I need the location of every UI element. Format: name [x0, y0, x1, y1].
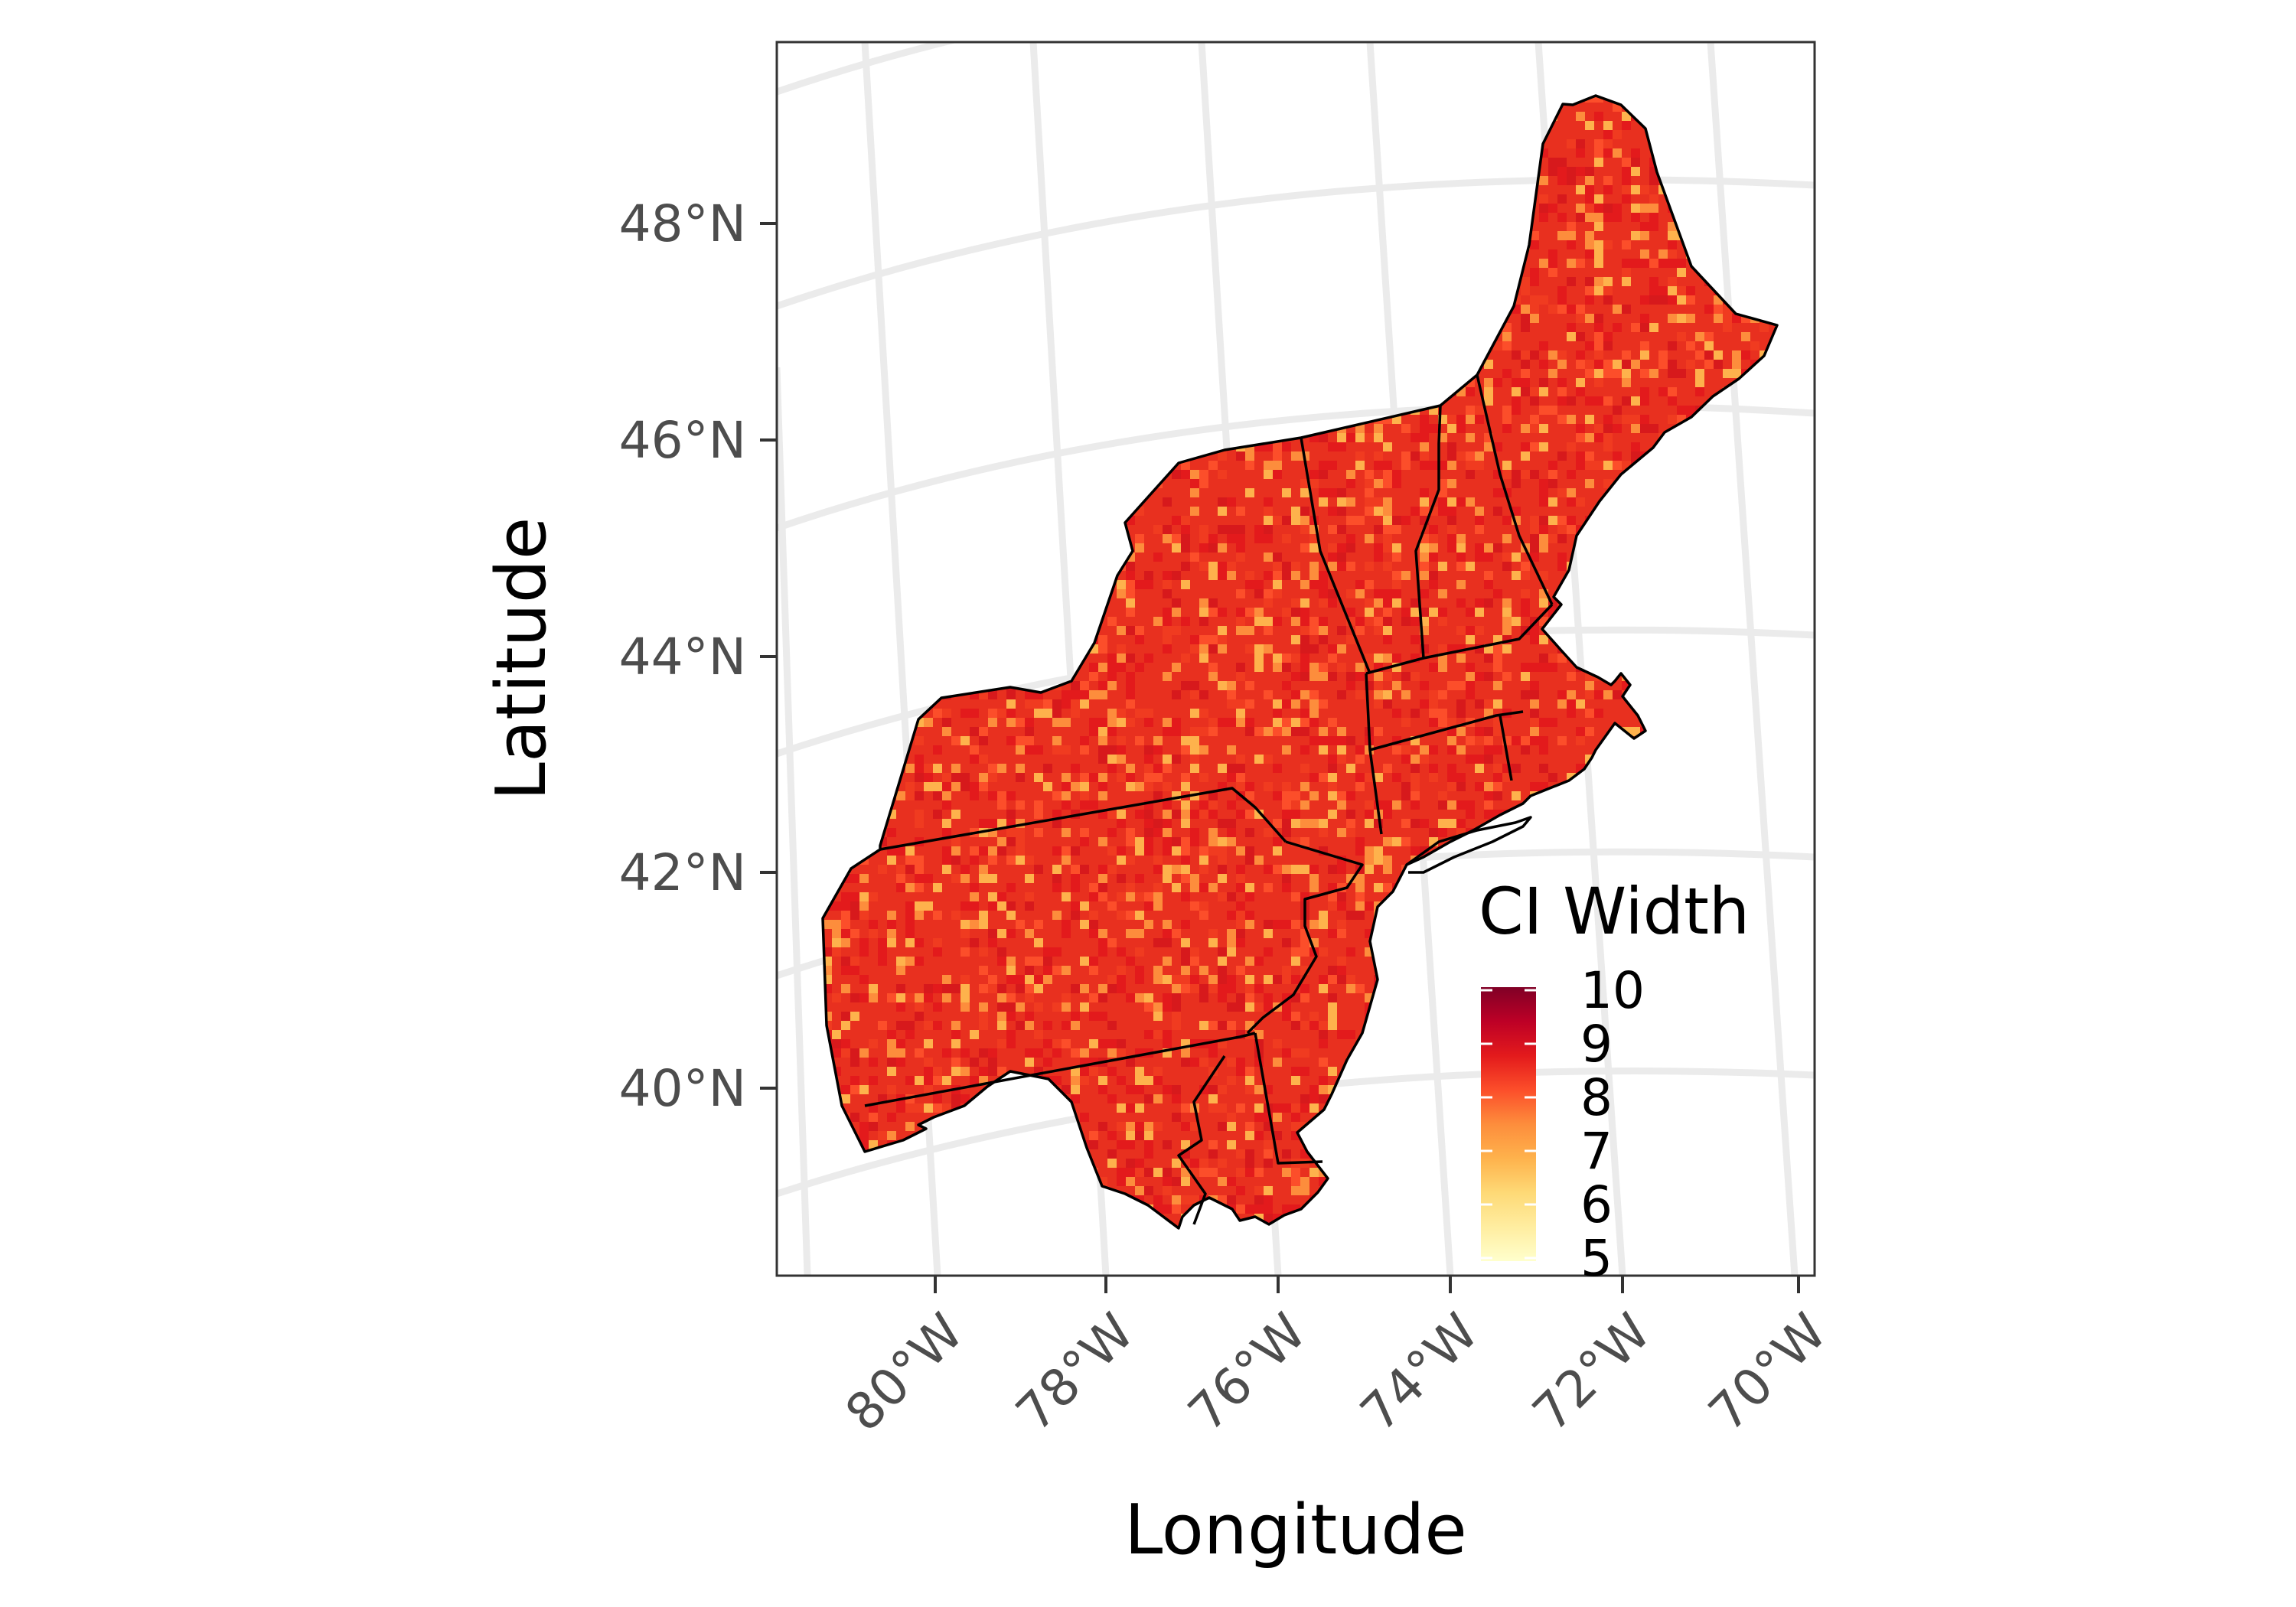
- y-tick-label: 48°N: [619, 194, 746, 253]
- legend-ticks: [1481, 989, 1536, 1260]
- legend-label: 8: [1580, 1068, 1613, 1127]
- x-tick-label: 76°W: [1177, 1302, 1317, 1442]
- state-border-ma-ct: [1369, 710, 1524, 751]
- y-axis: 48°N 46°N 44°N 42°N 40°N: [619, 194, 777, 1118]
- legend-colorbar: [1481, 987, 1536, 1261]
- state-border-ny-pa: [879, 787, 1287, 851]
- y-tick-label: 40°N: [619, 1059, 746, 1118]
- state-border-de-md: [1254, 1032, 1323, 1165]
- x-tick-label: 70°W: [1698, 1302, 1838, 1442]
- x-tick-label: 80°W: [834, 1302, 974, 1442]
- state-border-ma-north: [1365, 603, 1554, 675]
- chesapeake-bay: [1177, 1055, 1226, 1225]
- state-border-ny-ma-ct: [1365, 673, 1383, 835]
- long-island: [1405, 816, 1532, 874]
- x-tick-label: 74°W: [1349, 1302, 1489, 1442]
- state-border-pa-md: [864, 1032, 1256, 1107]
- legend-label: 5: [1580, 1229, 1613, 1288]
- state-border-ny-vt: [1300, 437, 1371, 674]
- legend: CI Width 10 9 8 7 6 5: [1479, 874, 1750, 1288]
- y-tick-label: 44°N: [619, 627, 746, 686]
- legend-label: 6: [1580, 1175, 1613, 1234]
- x-axis-title: Longitude: [1124, 1490, 1467, 1570]
- y-tick-label: 42°N: [619, 843, 746, 902]
- state-border-nh-me: [1476, 374, 1554, 605]
- y-axis-title: Latitude: [481, 517, 562, 800]
- y-tick-label: 46°N: [619, 411, 746, 470]
- panel-border: [775, 41, 1816, 1277]
- x-axis: 80°W 78°W 76°W 74°W 72°W 70°W: [834, 1276, 1838, 1442]
- legend-label: 10: [1580, 961, 1645, 1020]
- state-border-ct-ri: [1499, 715, 1513, 781]
- legend-label: 7: [1580, 1122, 1613, 1181]
- legend-title: CI Width: [1479, 874, 1750, 949]
- state-border-vt-nh: [1414, 405, 1442, 659]
- x-tick-label: 78°W: [1005, 1302, 1145, 1442]
- legend-label: 9: [1580, 1015, 1613, 1074]
- state-borders: [821, 94, 1779, 1230]
- state-border-pa-nj: [1246, 840, 1364, 1035]
- x-tick-label: 72°W: [1521, 1302, 1662, 1442]
